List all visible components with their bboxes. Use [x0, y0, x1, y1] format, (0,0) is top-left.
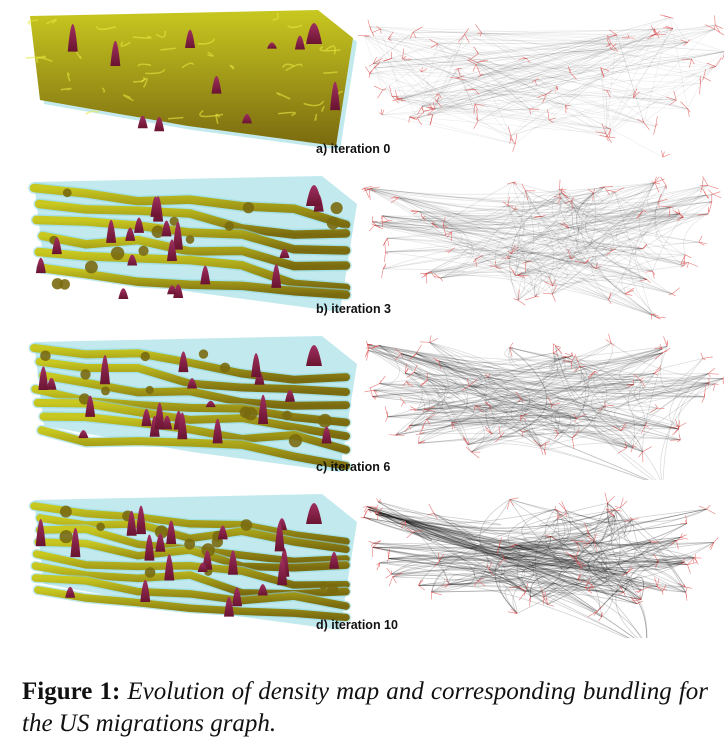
bundle-graph-c — [364, 333, 724, 480]
iteration-label-d: d) iteration 10 — [316, 618, 398, 632]
bundle-graph-a — [358, 14, 724, 158]
density-map-b — [28, 176, 357, 312]
bundle-graph-d — [360, 492, 719, 638]
iteration-label-c: c) iteration 6 — [316, 460, 391, 474]
iteration-label-b: b) iteration 3 — [316, 302, 392, 316]
density-map-d — [28, 494, 357, 630]
density-map-c — [28, 336, 357, 472]
panel-row-b: b) iteration 3 — [0, 170, 726, 320]
bundle-graph-b — [361, 176, 722, 320]
density-map-a — [25, 10, 357, 150]
caption-text: Evolution of density map and correspondi… — [22, 678, 709, 737]
panel-row-a: a) iteration 0 — [0, 8, 726, 158]
figure-caption: Figure 1: Evolution of density map and c… — [22, 676, 708, 740]
panel-row-c: c) iteration 6 — [0, 330, 726, 480]
caption-label: Figure 1: — [22, 678, 121, 705]
panel-row-d: d) iteration 10 — [0, 488, 726, 638]
iteration-label-a: a) iteration 0 — [316, 142, 391, 156]
